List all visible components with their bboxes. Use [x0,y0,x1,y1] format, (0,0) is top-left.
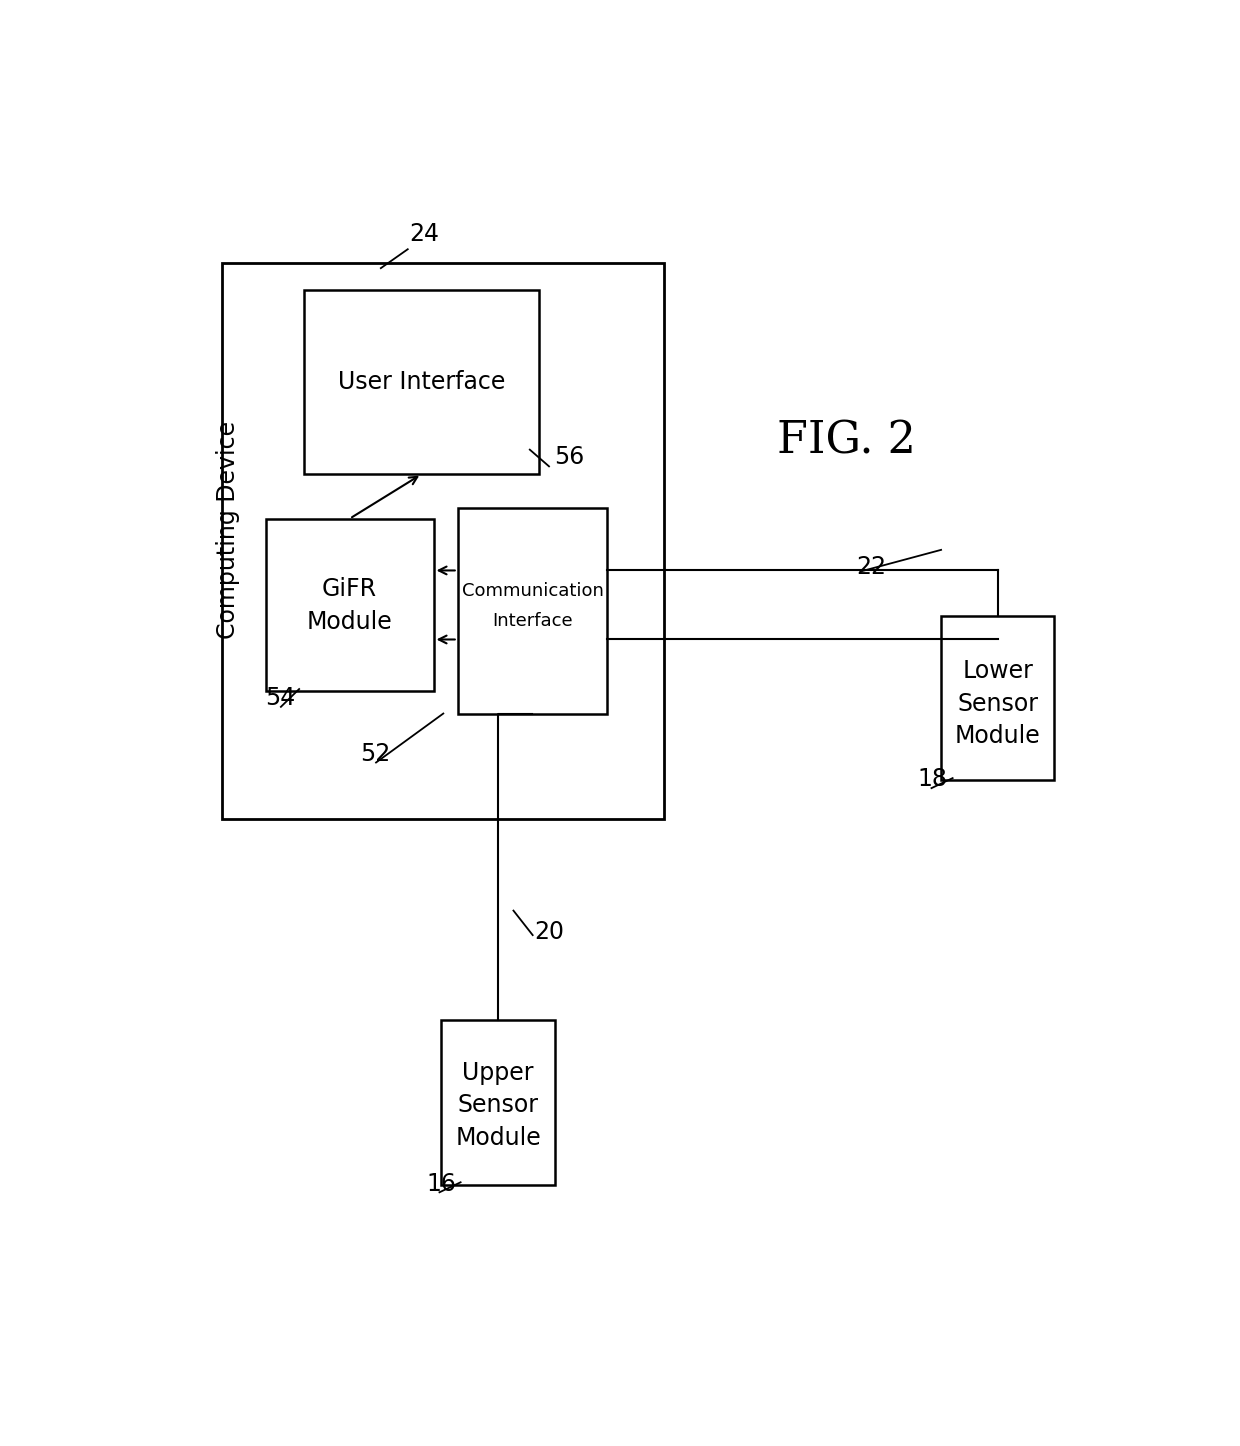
Text: 52: 52 [360,742,389,766]
Bar [222,263,665,820]
Text: Module: Module [955,724,1040,748]
Bar [458,508,606,713]
Text: Module: Module [306,610,393,635]
Text: 22: 22 [857,555,887,578]
Text: 18: 18 [918,768,947,791]
Text: Lower: Lower [962,659,1033,683]
Bar [441,1019,554,1184]
Text: 54: 54 [265,687,296,710]
Text: GiFR: GiFR [322,577,377,602]
Text: Communication: Communication [461,583,604,600]
Text: 56: 56 [554,444,584,469]
Bar [304,291,539,474]
Bar [265,519,434,691]
Text: 20: 20 [534,920,564,944]
Bar [941,616,1054,781]
Text: 24: 24 [409,221,440,246]
Text: Upper: Upper [463,1061,534,1084]
Text: Sensor: Sensor [458,1093,538,1118]
Text: Interface: Interface [492,612,573,630]
Text: 16: 16 [427,1171,456,1196]
Text: Sensor: Sensor [957,691,1038,716]
Text: FIG. 2: FIG. 2 [777,419,916,463]
Text: Module: Module [455,1126,541,1150]
Text: Computing Device: Computing Device [216,421,241,639]
Text: User Interface: User Interface [339,370,506,393]
